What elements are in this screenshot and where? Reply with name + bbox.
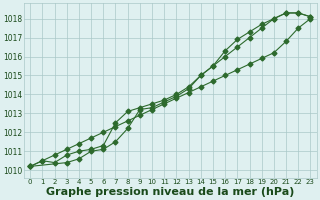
X-axis label: Graphe pression niveau de la mer (hPa): Graphe pression niveau de la mer (hPa) [46, 187, 294, 197]
